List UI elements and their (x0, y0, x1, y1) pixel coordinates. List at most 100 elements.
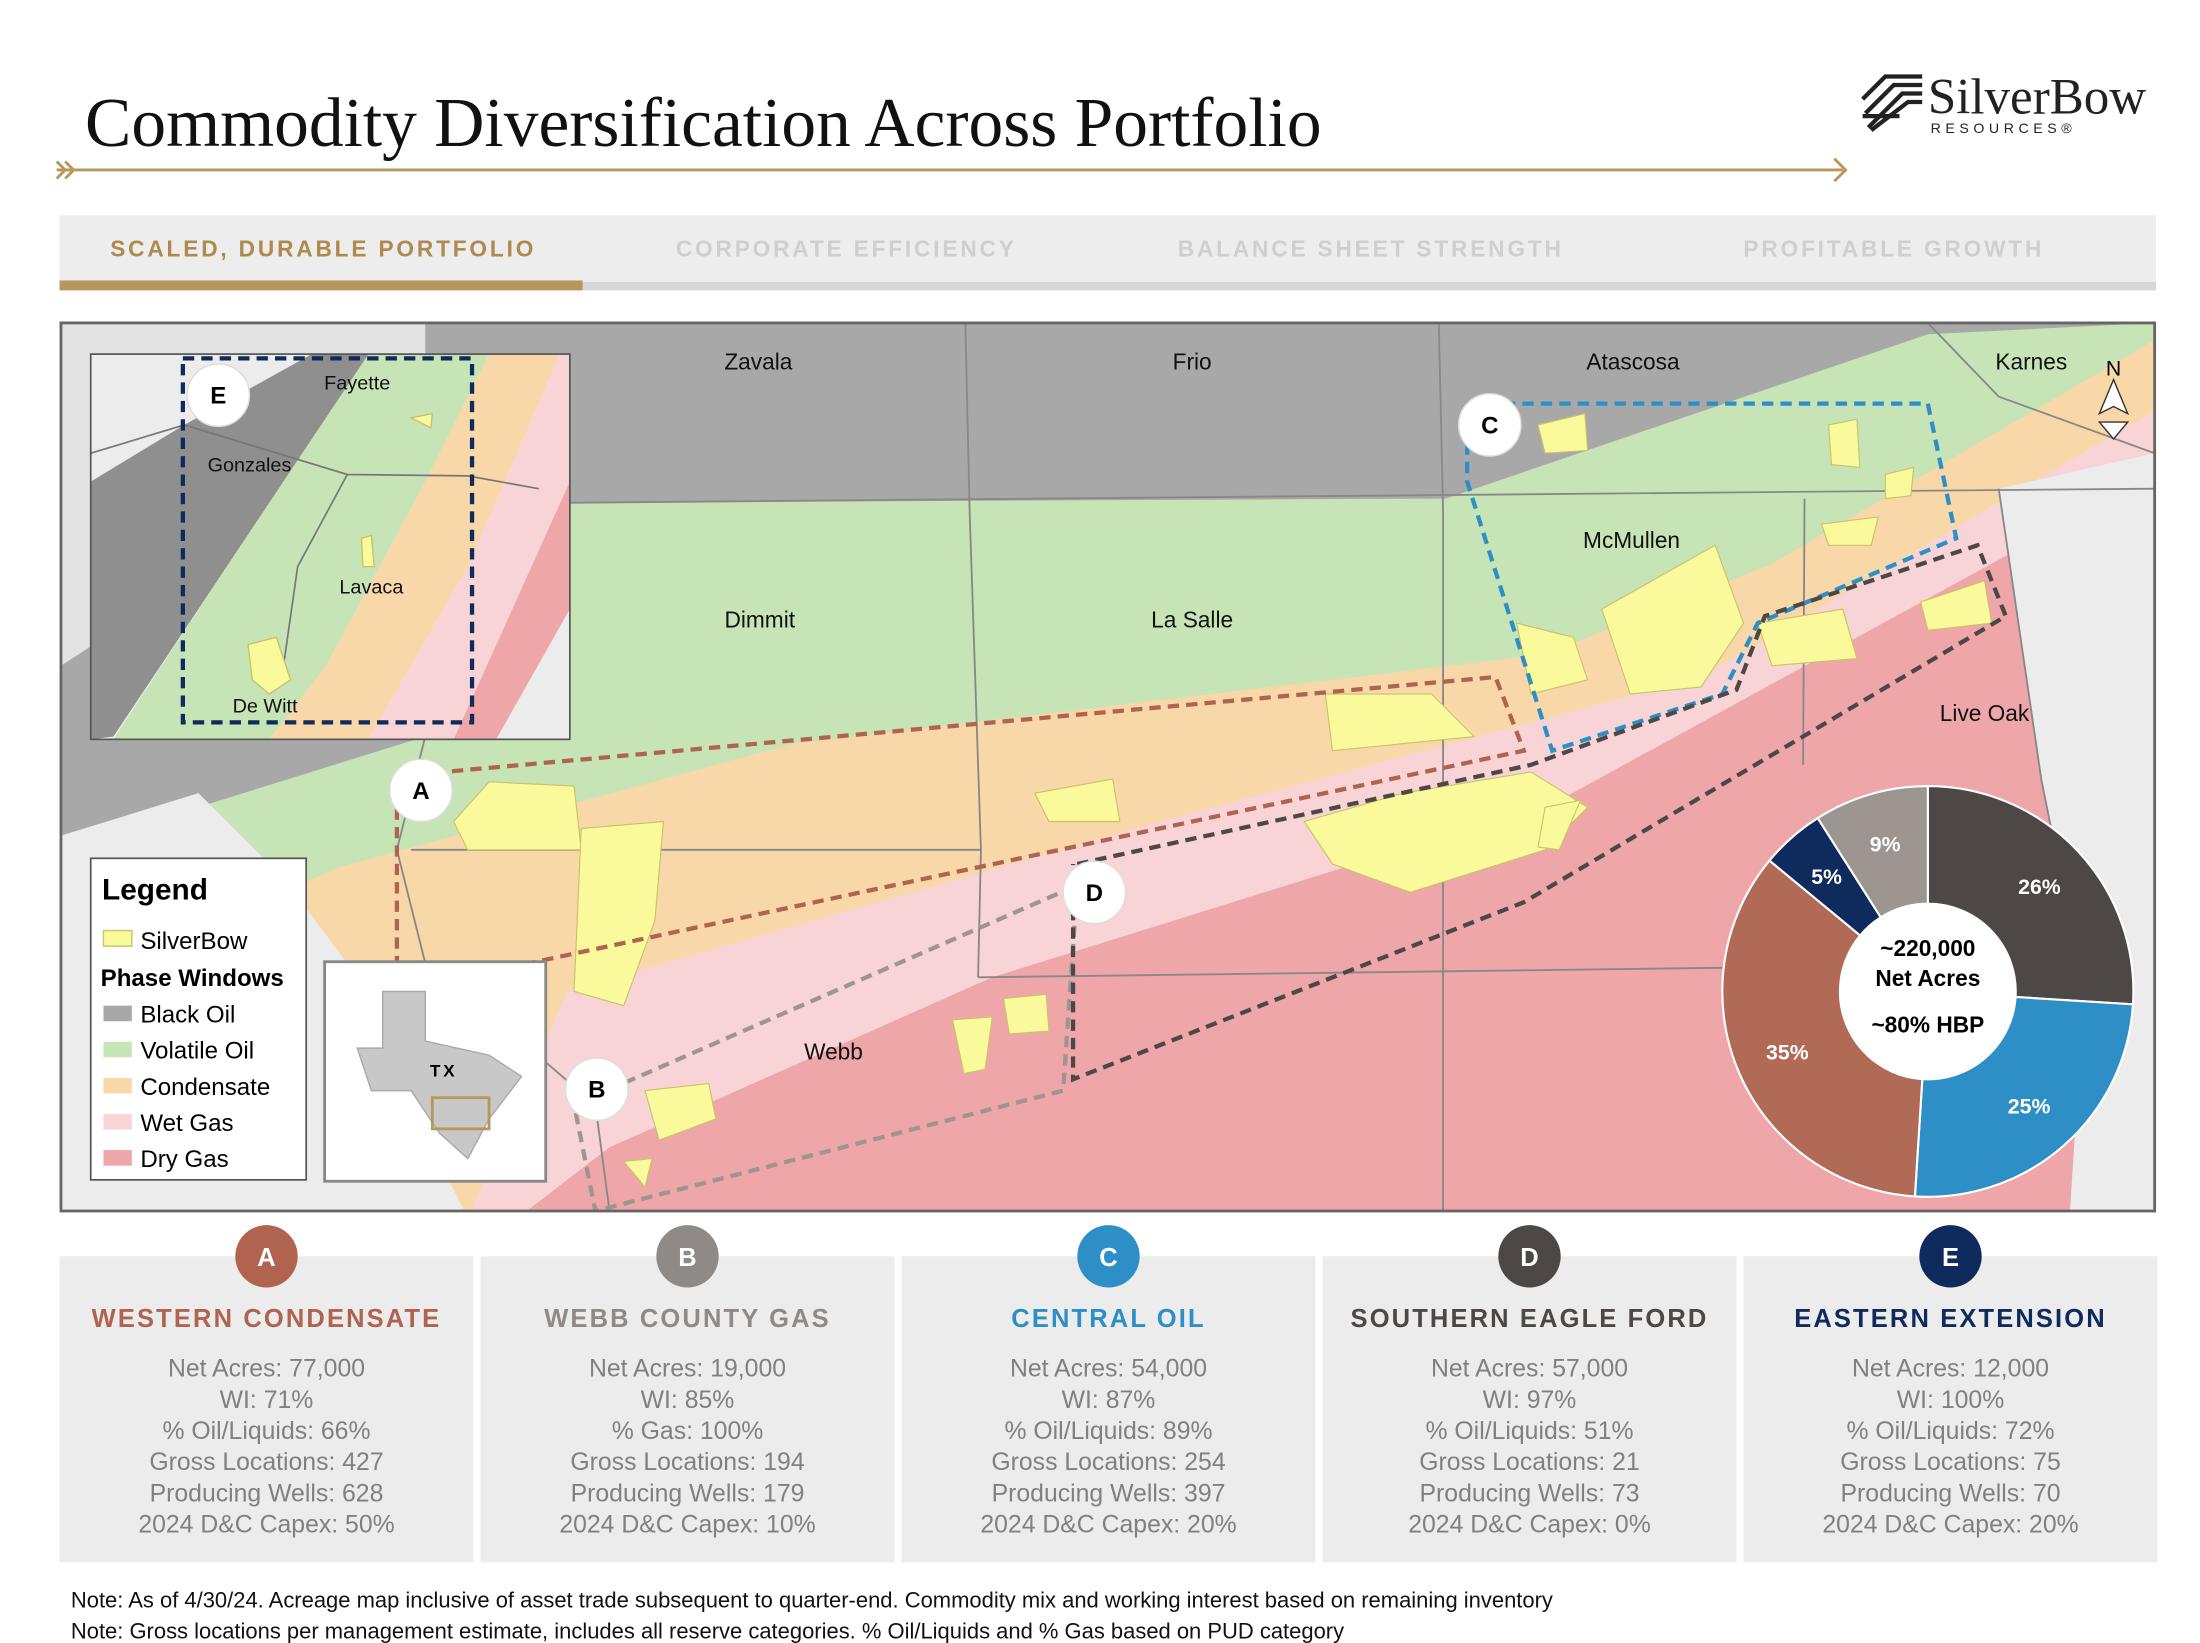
legend-item: Wet Gas (140, 1110, 233, 1137)
legend-title: Legend (102, 873, 208, 906)
marker-circle (389, 758, 453, 823)
card-line: 2024 D&C Capex: 0% (1408, 1512, 1651, 1539)
card-line: Net Acres: 12,000 (1852, 1356, 2049, 1383)
card-line: Gross Locations: 21 (1419, 1449, 1639, 1476)
card (59, 1256, 474, 1563)
note: Note: As of 4/30/24. Acreage map inclusi… (71, 1588, 1553, 1613)
county-label: Webb (804, 1038, 863, 1064)
inset-map (90, 354, 570, 740)
card-title: EASTERN EXTENSION (1794, 1305, 2107, 1333)
tab: PROFITABLE GROWTH (1743, 235, 2044, 261)
card-badge (235, 1225, 298, 1288)
legend-swatch (103, 1005, 132, 1022)
north-arrow: N (2106, 356, 2121, 380)
card-line: Producing Wells: 73 (1419, 1480, 1639, 1507)
card-line: 2024 D&C Capex: 20% (980, 1512, 1236, 1539)
county-label: La Salle (1151, 606, 1233, 632)
logo: SilverBow RESOURCES® (1861, 69, 2146, 137)
card-letter: B (678, 1244, 696, 1272)
tab: SCALED, DURABLE PORTFOLIO (110, 235, 536, 261)
card-line: % Oil/Liquids: 89% (1004, 1418, 1212, 1445)
legend-swatch (103, 1150, 132, 1166)
inset-county-label: Fayette (324, 373, 390, 395)
tab: CORPORATE EFFICIENCY (676, 235, 1017, 261)
card-letter: A (257, 1244, 275, 1272)
card (1743, 1256, 2158, 1563)
tab-active-underline (59, 280, 583, 291)
card-line: WI: 85% (641, 1387, 735, 1414)
card-line: WI: 87% (1062, 1387, 1156, 1414)
card-line: Producing Wells: 70 (1841, 1480, 2061, 1507)
marker-label: B (588, 1077, 605, 1104)
card-badge (656, 1225, 719, 1288)
title-rule (55, 157, 1848, 183)
card-badge (1077, 1225, 1140, 1288)
donut-slice (1926, 785, 2135, 1006)
card-line: Gross Locations: 194 (570, 1449, 804, 1476)
legend-item: Black Oil (140, 1002, 235, 1029)
card-line: 2024 D&C Capex: 20% (1822, 1512, 2078, 1539)
marker-label: D (1086, 880, 1103, 907)
card-line: WI: 71% (220, 1387, 314, 1414)
card (1322, 1256, 1737, 1563)
logo-text: SilverBow (1928, 69, 2146, 125)
card-line: Gross Locations: 427 (149, 1449, 383, 1476)
legend-subtitle: Phase Windows (101, 965, 284, 992)
title: Commodity Diversification Across Portfol… (85, 85, 1322, 162)
legend-item: Condensate (140, 1074, 270, 1101)
card-line: % Oil/Liquids: 66% (162, 1418, 370, 1445)
legend-swatch (102, 929, 133, 947)
donut-label: 35% (1766, 1040, 1809, 1064)
marker-label: A (412, 778, 429, 805)
county-label: Frio (1173, 349, 1212, 375)
tab-bar (59, 215, 2157, 287)
card-line: % Gas: 100% (612, 1418, 764, 1445)
card-line: Producing Wells: 397 (992, 1480, 1226, 1507)
card-title: WEBB COUNTY GAS (544, 1305, 831, 1333)
card-line: 2024 D&C Capex: 10% (559, 1512, 815, 1539)
marker-circle (186, 363, 251, 428)
donut-center-label: ~80% HBP (1871, 1012, 1984, 1038)
north-symbol (2097, 377, 2130, 441)
inset-frame (89, 353, 571, 741)
card-line: Gross Locations: 254 (991, 1449, 1225, 1476)
card-line: Producing Wells: 179 (571, 1480, 805, 1507)
logo-sub: RESOURCES® (1931, 121, 2077, 137)
card-line: Net Acres: 19,000 (589, 1356, 786, 1383)
donut-center-label: ~220,000 (1880, 935, 1975, 961)
marker-label: E (210, 383, 226, 410)
donut-label: 5% (1811, 865, 1842, 889)
card-line: Net Acres: 54,000 (1010, 1356, 1207, 1383)
donut-label: 9% (1870, 833, 1901, 857)
donut-label: 26% (2018, 875, 2061, 899)
card-title: WESTERN CONDENSATE (92, 1305, 442, 1333)
marker-label: C (1481, 412, 1498, 439)
card-line: % Oil/Liquids: 72% (1846, 1418, 2054, 1445)
marker-circle (1457, 393, 1522, 457)
card-line: 2024 D&C Capex: 50% (138, 1512, 394, 1539)
card (480, 1256, 895, 1563)
legend-item: Volatile Oil (140, 1038, 254, 1065)
tx-highlight (430, 1096, 491, 1131)
card-letter: E (1942, 1244, 1959, 1272)
card-badge (1919, 1225, 1982, 1288)
legend-swatch (103, 1113, 132, 1130)
county-label: McMullen (1583, 527, 1680, 553)
inset-county-label: Gonzales (208, 455, 292, 477)
legend-item: SilverBow (140, 928, 248, 955)
card-line: Producing Wells: 628 (150, 1480, 384, 1507)
marker-circle (1062, 860, 1127, 925)
county-label: Live Oak (1940, 700, 2030, 726)
card-line: WI: 100% (1897, 1387, 2004, 1414)
county-label: Atascosa (1586, 349, 1680, 375)
tab-underline (59, 281, 2157, 291)
county-label: Karnes (1995, 349, 2067, 375)
donut-center-label: Net Acres (1875, 965, 1980, 991)
legend-swatch (103, 1077, 132, 1094)
legend-swatch (103, 1041, 132, 1058)
marker-circle (564, 1057, 629, 1122)
card-badge (1498, 1225, 1561, 1288)
donut-hole (1839, 903, 2016, 1080)
